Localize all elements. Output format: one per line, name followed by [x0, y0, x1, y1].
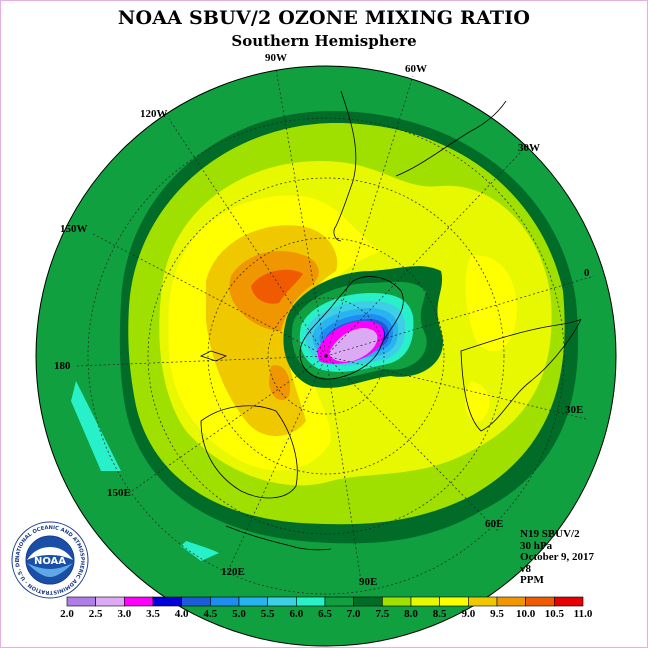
- coastline-south-america-east: [395, 100, 507, 177]
- map-boundary: [35, 65, 617, 647]
- graticule: [76, 68, 595, 595]
- info-version: v8: [520, 562, 531, 575]
- map-info: N19 SBUV/2 30 hPa October 9, 2017 v8 PPM: [520, 528, 595, 587]
- colorbar-label: 9.5: [490, 608, 504, 620]
- info-date: October 9, 2017: [520, 551, 595, 563]
- colorbar-swatch: [353, 596, 383, 607]
- colorbar-swatch: [210, 596, 240, 607]
- colorbar-swatch: [267, 596, 297, 607]
- colorbar-label: 8.5: [432, 608, 447, 620]
- colorbar-label: 6.0: [289, 608, 304, 620]
- colorbar-label: 4.5: [203, 608, 218, 620]
- colorbar-swatch: [496, 596, 526, 607]
- lon-label-30w: 30W: [518, 142, 540, 154]
- map-title: NOAA SBUV/2 OZONE MIXING RATIO: [117, 7, 531, 29]
- contour-6-0-southwest: [181, 541, 219, 561]
- colorbar-swatch: [296, 596, 326, 607]
- colorbar-label: 6.5: [318, 608, 332, 620]
- meridian-60w: [325, 75, 414, 357]
- colorbar-swatch: [66, 596, 96, 607]
- coastline-indonesia: [225, 525, 332, 551]
- meridian-150e: [128, 355, 327, 494]
- colorbar-swatch: [410, 596, 440, 607]
- lon-label-120w: 120W: [140, 108, 168, 120]
- colorbar-label: 7.0: [346, 608, 361, 620]
- info-units: PPM: [520, 574, 544, 586]
- colorbar-swatch: [468, 596, 498, 607]
- coastline-new-zealand: [199, 350, 228, 362]
- contour-8-5-east: [465, 255, 517, 352]
- contour-9-5-south: [269, 365, 291, 401]
- meridian-150w: [90, 232, 327, 357]
- coastlines: [199, 90, 582, 551]
- colorbar-swatch: [525, 596, 555, 607]
- lon-label-60w: 60W: [405, 63, 427, 75]
- coastline-africa: [460, 318, 582, 432]
- colorbar-label: 10.0: [516, 608, 536, 620]
- colorbar-swatch: [238, 596, 268, 607]
- contour-10-0: [251, 269, 303, 304]
- latitude-circle: [147, 177, 505, 535]
- colorbar-label: 10.5: [544, 608, 564, 620]
- coastline-antarctica: [299, 276, 404, 380]
- logo-text: NOAA: [34, 556, 66, 567]
- ozone-field: [36, 66, 616, 646]
- lon-label-150w: 150W: [60, 223, 88, 235]
- colorbar-label: 2.5: [88, 608, 103, 620]
- colorbar-swatch: [124, 596, 154, 607]
- colorbar-label: 3.5: [146, 608, 160, 620]
- colorbar-label: 5.5: [260, 608, 275, 620]
- lon-label-0: 0: [584, 267, 590, 279]
- contour-2-5-hole: [329, 328, 378, 362]
- lon-label-150e: 150E: [107, 487, 131, 499]
- latitude-circle: [267, 297, 385, 415]
- contour-6-0-west: [71, 381, 121, 471]
- colorbar-label: 9.0: [461, 608, 476, 620]
- latitude-circle: [207, 237, 445, 475]
- lon-label-180: 180: [54, 360, 71, 372]
- colorbar-label: 4.0: [174, 608, 189, 620]
- colorbar-label: 7.5: [375, 608, 390, 620]
- meridian-60e: [325, 355, 499, 532]
- noaa-logo: NATIONAL OCEANIC AND ATMOSPHERIC ADMINIS…: [11, 521, 89, 599]
- colorbar-label: 5.0: [232, 608, 246, 620]
- lon-label-120e: 120E: [221, 566, 245, 578]
- meridian-90w: [275, 68, 327, 357]
- info-level: 30 hPa: [520, 539, 553, 552]
- colorbar-label: 8.0: [404, 608, 418, 620]
- lon-label-60e: 60E: [485, 518, 504, 530]
- lon-label-30e: 30E: [565, 404, 584, 416]
- latitude-circle: [87, 117, 565, 595]
- colorbar-label: 11.0: [573, 608, 593, 620]
- lon-label-90w: 90W: [265, 52, 287, 64]
- meridian-120e: [227, 355, 327, 572]
- colorbar-swatch: [554, 596, 584, 607]
- colorbar-swatch: [181, 596, 211, 607]
- colorbar-swatch: [439, 596, 469, 607]
- meridian-180: [76, 355, 327, 367]
- meridian-0: [325, 275, 595, 357]
- colorbar-swatch: [95, 596, 125, 607]
- coastline-south-america: [333, 90, 357, 242]
- meridian-90e: [325, 355, 362, 582]
- colorbar-swatch: [382, 596, 412, 607]
- colorbar-label: 2.0: [60, 608, 74, 620]
- colorbar-swatch: [152, 596, 182, 607]
- colorbar-swatch: [324, 596, 354, 607]
- map-subtitle: Southern Hemisphere: [231, 32, 417, 50]
- colorbar-label: 3.0: [117, 608, 132, 620]
- coastline-australia: [200, 405, 298, 499]
- lon-label-90e: 90E: [359, 576, 378, 588]
- info-satellite: N19 SBUV/2: [520, 528, 580, 540]
